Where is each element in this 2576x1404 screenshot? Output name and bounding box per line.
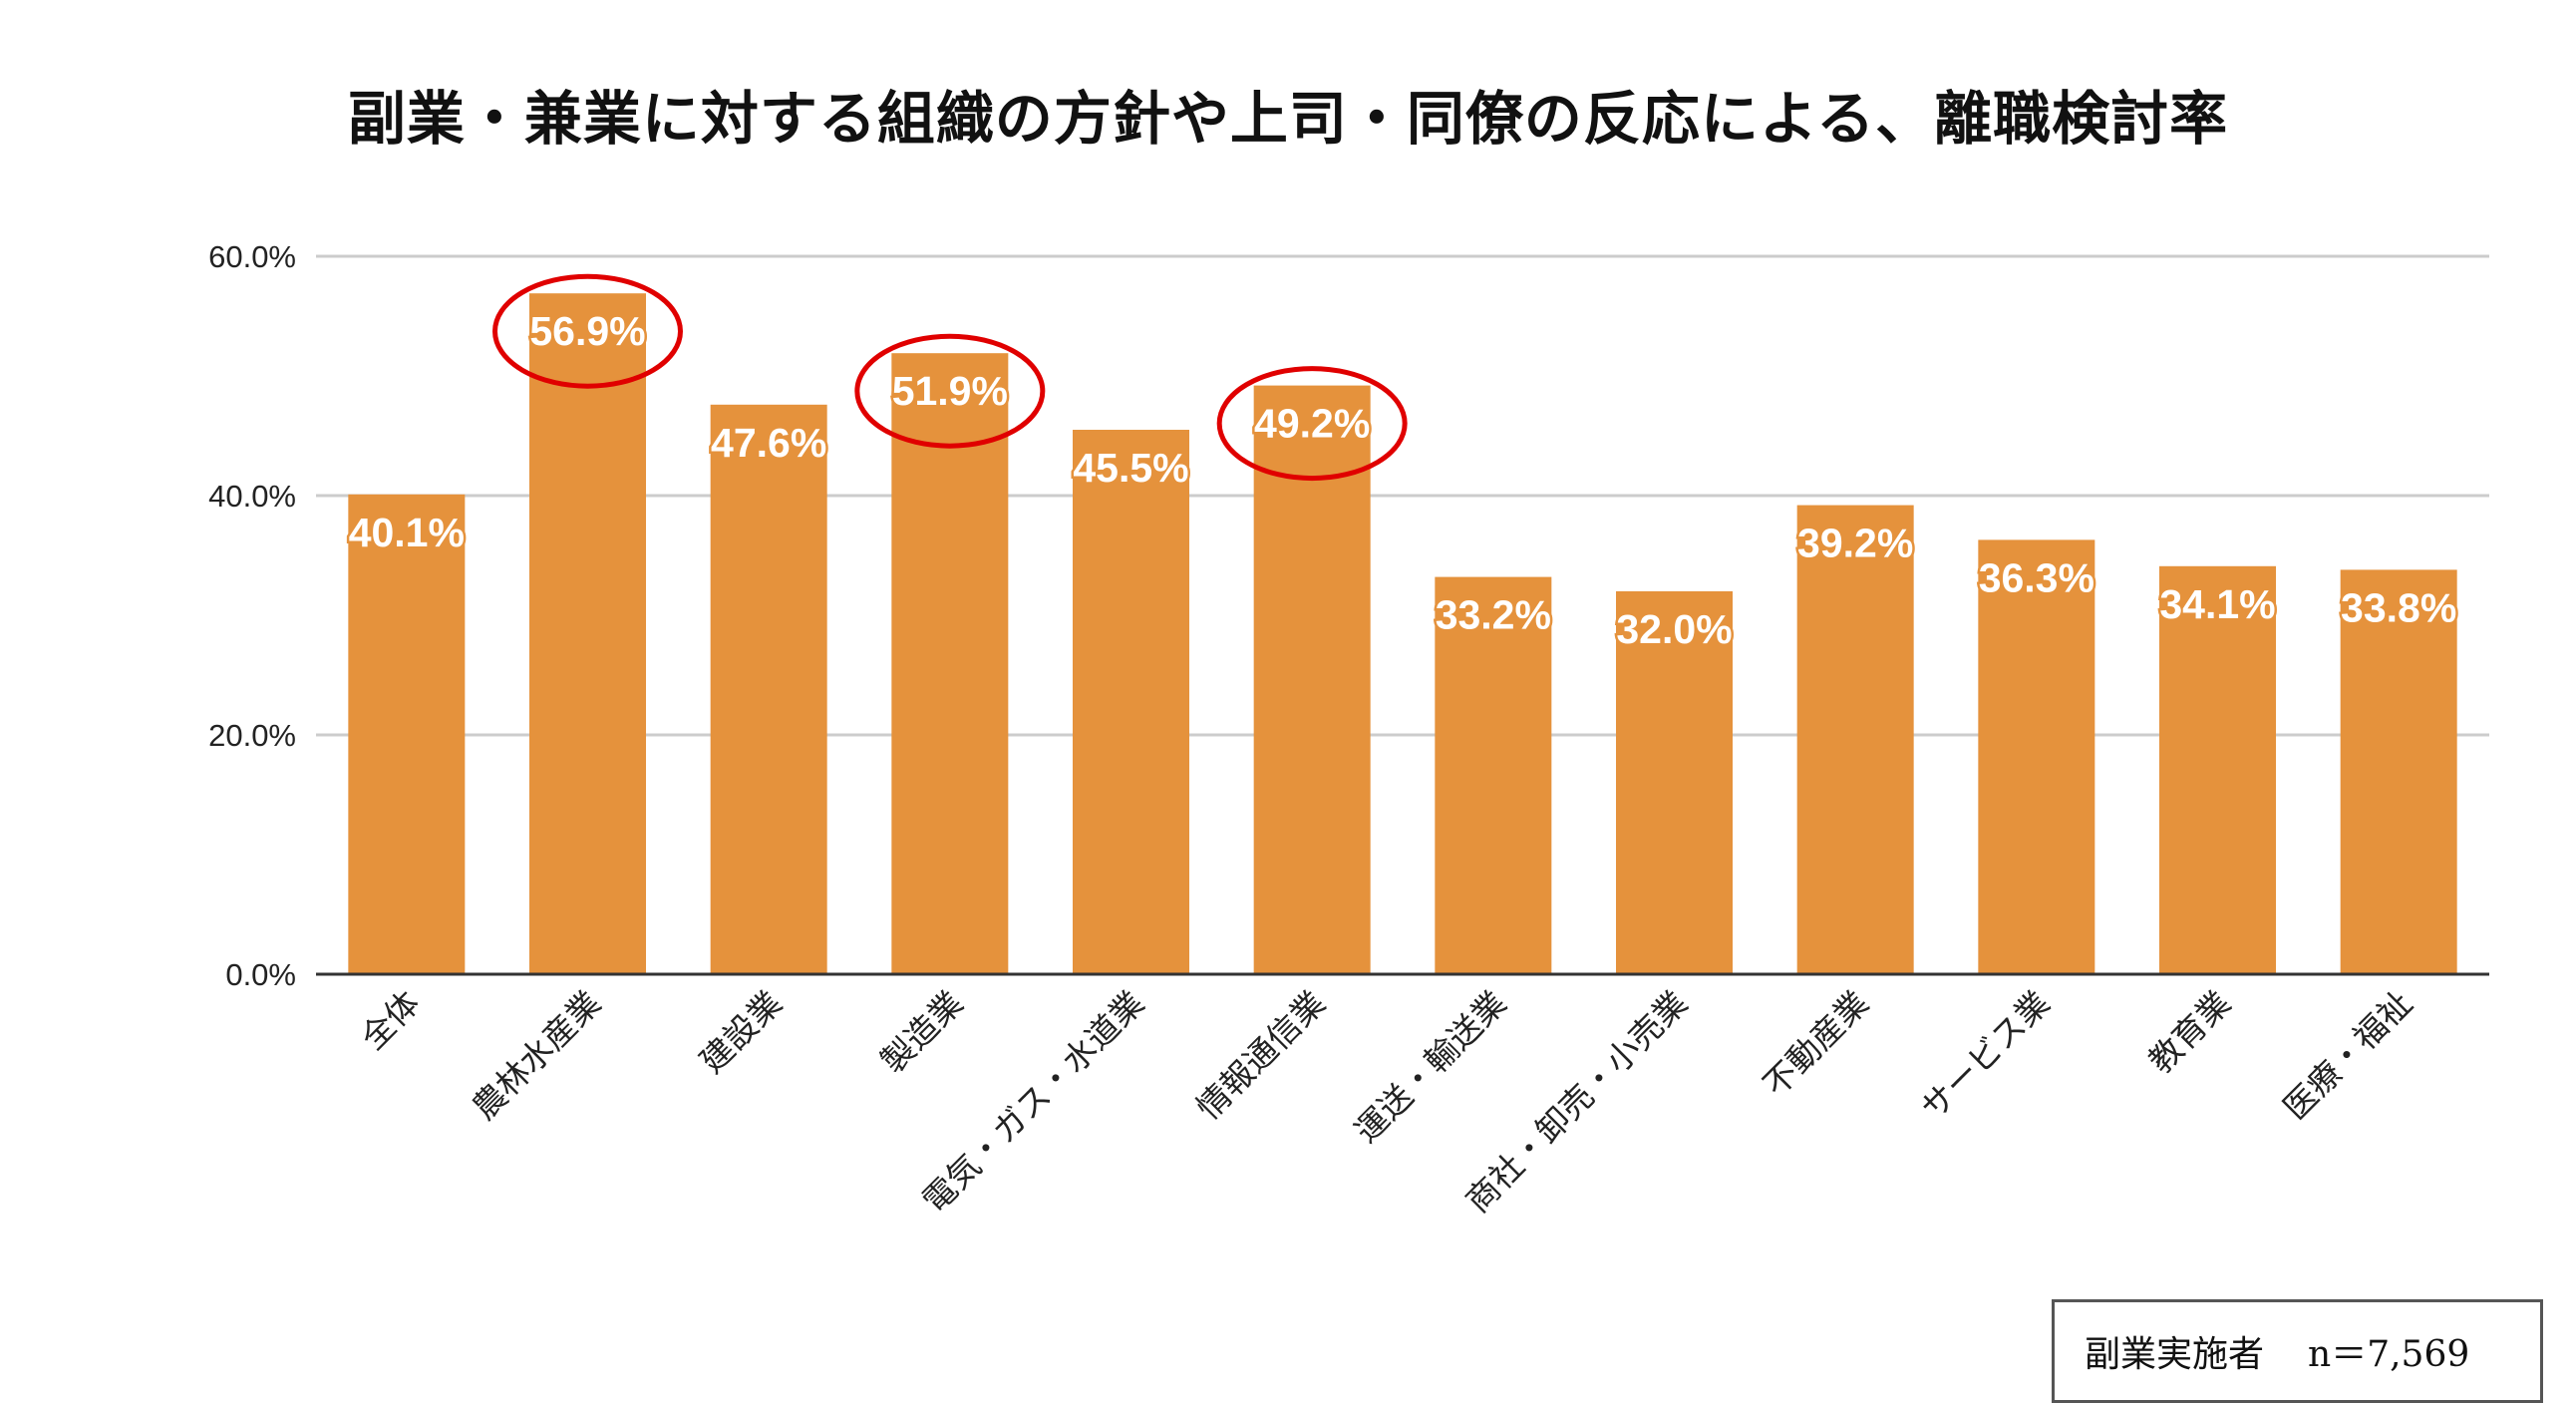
y-tick-label: 0.0% (225, 957, 296, 992)
highlight-circle (492, 273, 683, 389)
bar (1616, 591, 1733, 974)
x-tick-label: 運送・輸送業 (1347, 983, 1514, 1151)
x-tick-label: 医療・福祉 (2276, 983, 2419, 1127)
bar (2159, 565, 2276, 974)
x-tick-label: サービス業 (1913, 983, 2057, 1127)
data-label: 33.2% (1436, 592, 1551, 638)
data-label: 47.6% (711, 420, 826, 466)
bar (2340, 569, 2457, 974)
bar (1435, 576, 1552, 974)
bar (891, 353, 1009, 974)
x-tick-label: 教育業 (2141, 983, 2239, 1081)
highlight-circle (854, 333, 1046, 449)
x-tick-label: 全体 (353, 983, 427, 1057)
data-label: 51.9% (892, 368, 1008, 414)
data-label: 33.8% (2341, 584, 2456, 630)
y-tick-label: 40.0% (208, 479, 296, 514)
bar (1796, 505, 1914, 974)
data-label: 32.0% (1616, 606, 1732, 652)
highlight-circle (1216, 366, 1408, 482)
x-tick-label: 不動産業 (1756, 983, 1876, 1104)
bar (1253, 385, 1371, 975)
x-tick-label: 農林水産業 (465, 983, 608, 1127)
bar (1073, 430, 1189, 974)
chart-title: 副業・兼業に対する組織の方針や上司・同僚の反応による、離職検討率 (347, 85, 2229, 153)
sample-size: n＝7,569 (2308, 1334, 2470, 1375)
data-label: 36.3% (1979, 554, 2094, 600)
x-tick-label: 製造業 (873, 983, 971, 1081)
sample-note-box: 副業実施者 n＝7,569 (2052, 1299, 2543, 1403)
bar (1978, 539, 2095, 974)
bar (710, 404, 827, 974)
data-label: 45.5% (1073, 445, 1188, 491)
bar (529, 293, 646, 974)
data-label: 40.1% (349, 510, 465, 555)
data-label: 39.2% (1797, 521, 1913, 566)
y-tick-label: 20.0% (208, 718, 296, 753)
sample-label: 副業実施者 (2085, 1334, 2265, 1375)
y-tick-label: 60.0% (208, 239, 296, 274)
data-label: 56.9% (529, 308, 645, 354)
data-label: 34.1% (2159, 581, 2275, 627)
x-tick-label: 情報通信業 (1189, 983, 1333, 1127)
x-tick-label: 建設業 (692, 983, 790, 1081)
bar (348, 494, 466, 974)
data-label: 49.2% (1254, 401, 1370, 447)
